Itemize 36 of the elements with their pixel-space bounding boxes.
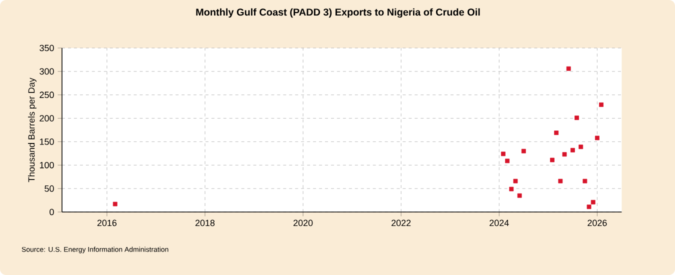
point <box>582 178 588 184</box>
point <box>513 178 518 184</box>
point <box>574 116 579 120</box>
y-tick-label: 50 <box>44 185 54 192</box>
y-tick-label: 0 <box>50 208 54 216</box>
point <box>505 158 510 164</box>
point <box>554 130 559 136</box>
y-tick-label: 200 <box>40 115 54 122</box>
point <box>590 200 596 204</box>
x-tick-label: 2018 <box>195 220 215 226</box>
x-tick-label: 2024 <box>490 220 509 226</box>
point <box>570 148 575 152</box>
x-tick-label: 2016 <box>97 220 117 226</box>
point <box>517 193 522 198</box>
point <box>509 186 514 192</box>
point <box>501 152 506 156</box>
x-tick-label: 2026 <box>588 220 607 226</box>
point <box>566 66 571 71</box>
point <box>586 204 592 210</box>
point <box>595 136 600 140</box>
y-tick-label: 300 <box>40 68 54 75</box>
point <box>521 148 526 154</box>
point <box>562 152 567 157</box>
y-tick-label: 250 <box>40 92 54 98</box>
y-axis-title: Thousand Barrels per Day <box>28 78 36 182</box>
y-tick-label: 100 <box>40 162 54 168</box>
x-tick-label: 2022 <box>392 220 411 226</box>
chart-title: Monthly Gulf Coast (PADD 3) Exports to Nigeria of Crude Oil <box>196 8 480 18</box>
y-tick-label: 150 <box>40 138 54 145</box>
point <box>599 102 604 107</box>
x-tick-label: 2020 <box>294 220 313 226</box>
point <box>558 178 563 184</box>
point <box>578 144 584 150</box>
point <box>112 202 118 206</box>
y-tick-label: 350 <box>40 44 54 52</box>
point <box>550 158 554 162</box>
